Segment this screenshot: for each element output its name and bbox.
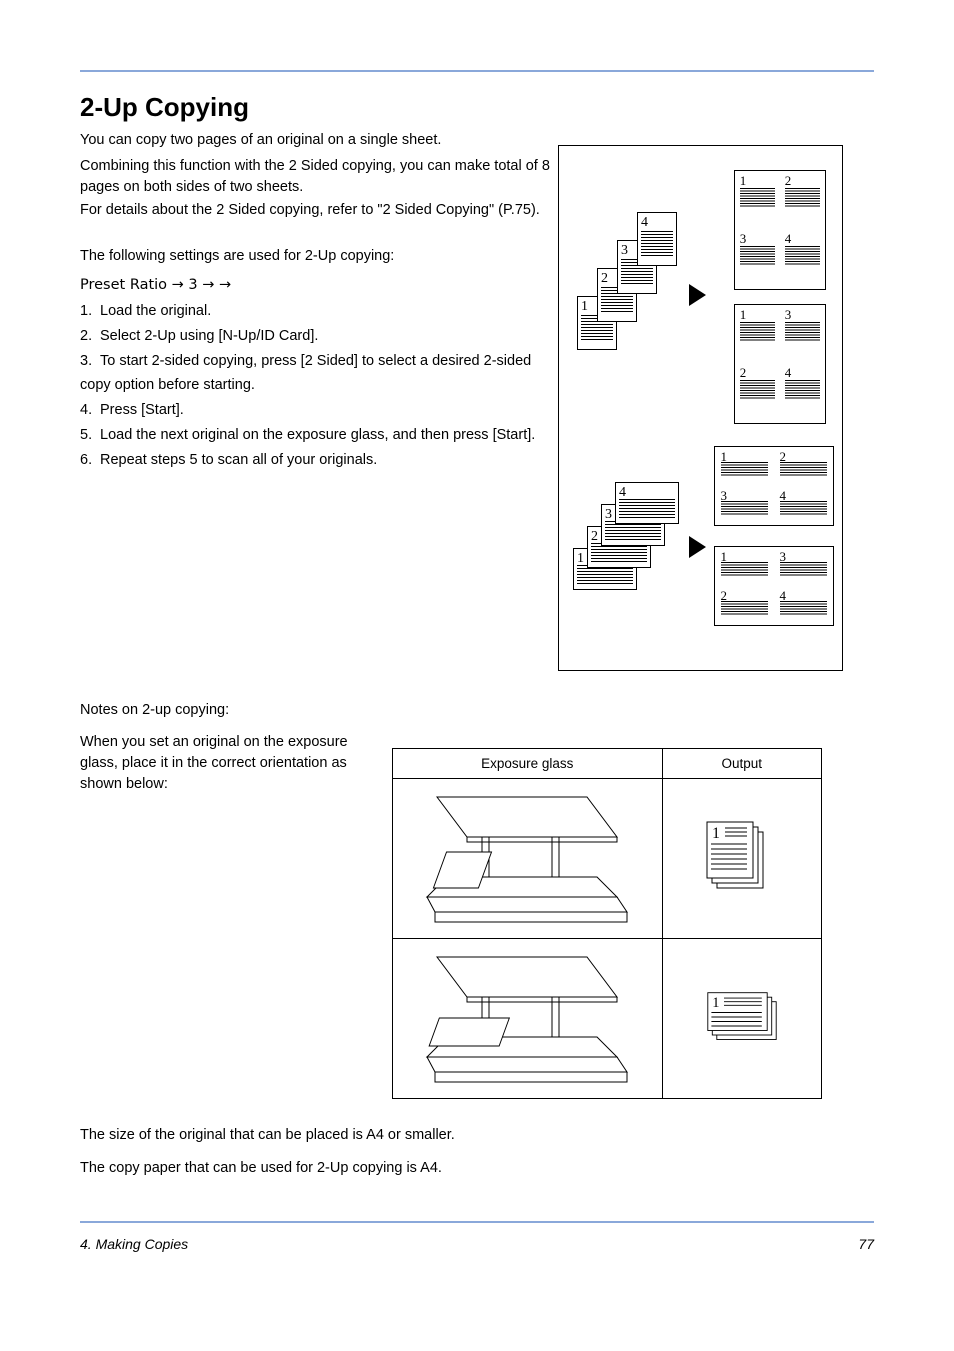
page-stack-icon: 1 <box>697 972 787 1062</box>
step-list: Load the original. Select 2-Up using [N-… <box>80 300 550 474</box>
step-item: Load the original. <box>80 300 550 323</box>
footer-left: 4. Making Copies <box>80 1236 188 1252</box>
step-item: Press [Start]. <box>80 399 550 422</box>
table-row: 1 <box>393 939 822 1099</box>
combo-page: 1 3 2 4 <box>714 546 834 626</box>
body-text-2: Combining this function with the 2 Sided… <box>80 156 550 198</box>
arrow-icon <box>689 284 706 306</box>
divider-bottom <box>80 1221 874 1223</box>
svg-text:1: 1 <box>712 825 720 842</box>
output-cell: 1 <box>662 939 822 1099</box>
body-text-8: The size of the original that can be pla… <box>80 1125 840 1146</box>
page-stack-icon: 1 <box>697 812 787 902</box>
svg-text:1: 1 <box>712 995 719 1011</box>
body-text-5: Preset Ratio → 3 → → <box>80 275 550 296</box>
body-text-9: The copy paper that can be used for 2-Up… <box>80 1158 840 1179</box>
step-item: Repeat steps 5 to scan all of your origi… <box>80 449 550 472</box>
glass-illustration <box>393 779 663 939</box>
page: 2-Up Copying You can copy two pages of a… <box>0 0 954 1351</box>
body-text-3: For details about the 2 Sided copying, r… <box>80 200 550 221</box>
table-row: 1 <box>393 779 822 939</box>
table-header: Exposure glass <box>393 749 663 779</box>
combo-page: 1 2 3 4 <box>734 170 826 290</box>
arrow-icon <box>689 536 706 558</box>
step-item: To start 2-sided copying, press [2 Sided… <box>80 350 550 396</box>
output-cell: 1 <box>662 779 822 939</box>
table-header: Output <box>662 749 822 779</box>
scanner-icon <box>417 782 637 932</box>
mini-page: 4 <box>637 212 677 266</box>
mini-page: 4 <box>615 482 679 524</box>
body-text-6: Notes on 2-up copying: <box>80 700 380 721</box>
footer: 4. Making Copies 77 <box>80 1236 874 1252</box>
body-text-4: The following settings are used for 2-Up… <box>80 246 550 267</box>
orientation-table: Exposure glass Output <box>392 748 822 1099</box>
footer-right: 77 <box>858 1236 874 1252</box>
body-text-1: You can copy two pages of an original on… <box>80 130 550 151</box>
body-text-7: When you set an original on the exposure… <box>80 732 380 795</box>
combo-page: 1 3 2 4 <box>734 304 826 424</box>
glass-illustration <box>393 939 663 1099</box>
step-item: Load the next original on the exposure g… <box>80 424 550 447</box>
step-item: Select 2-Up using [N-Up/ID Card]. <box>80 325 550 348</box>
diagram-2up: 1 2 3 4 1 2 3 4 1 3 2 4 1 2 3 4 1 2 3 4 <box>558 145 843 671</box>
section-title: 2-Up Copying <box>80 92 249 123</box>
scanner-icon <box>417 942 637 1092</box>
divider-top <box>80 70 874 72</box>
combo-page: 1 2 3 4 <box>714 446 834 526</box>
